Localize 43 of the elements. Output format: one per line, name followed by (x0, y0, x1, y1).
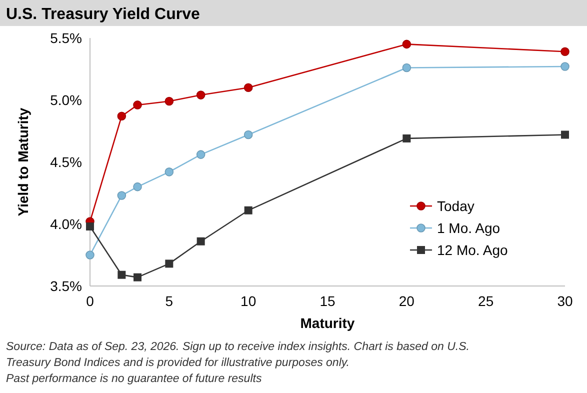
point (117, 191, 126, 200)
point (244, 130, 253, 140)
point (134, 273, 142, 282)
x-tick-label: 10 (240, 293, 256, 309)
point (133, 182, 142, 192)
x-tick-label: 5 (165, 293, 174, 309)
y-tick-label: 4.5% (50, 154, 82, 170)
y-axis-title: Yield to Maturity (15, 108, 31, 216)
point (86, 250, 94, 260)
x-tick-label: 15 (320, 293, 336, 309)
point (402, 134, 411, 142)
x-tick-label: 20 (398, 293, 415, 309)
point (560, 62, 570, 71)
point (196, 237, 205, 246)
point (133, 100, 142, 110)
point (164, 96, 174, 106)
point (86, 222, 94, 230)
source-note: Source: Data as of Sep. 23, 2026. Sign up to receive index insights. Chart is based on U.S. Treasury Bond Indices and is provided for illustrative purposes only. (6, 341, 470, 369)
point (560, 47, 570, 56)
x-tick-label: 25 (478, 293, 494, 309)
legend-label: Today (437, 198, 474, 214)
text: Past performance is no guarantee of future results (6, 373, 262, 385)
chart-title: U.S. Treasury Yield Curve (6, 6, 200, 23)
legend-label: 1 Mo. Ago (437, 220, 500, 236)
point (402, 40, 412, 49)
point (164, 168, 174, 176)
x-axis-title: Maturity (300, 315, 355, 331)
x-tick-label: 30 (557, 293, 573, 309)
y-tick-label: 4.0% (50, 216, 82, 232)
x-tick-label: 0 (86, 293, 94, 309)
y-tick-label: 5.5% (50, 30, 82, 46)
point (402, 63, 412, 72)
point (117, 112, 126, 121)
legend-label: 12 Mo. Ago (437, 242, 508, 258)
point (561, 130, 569, 139)
point (165, 260, 174, 268)
y-tick-label: 3.5% (50, 278, 82, 294)
point (118, 270, 126, 279)
point (244, 83, 253, 92)
y-tick-label: 5.0% (50, 92, 82, 108)
point (196, 90, 206, 100)
point (244, 206, 252, 214)
point (196, 150, 206, 159)
